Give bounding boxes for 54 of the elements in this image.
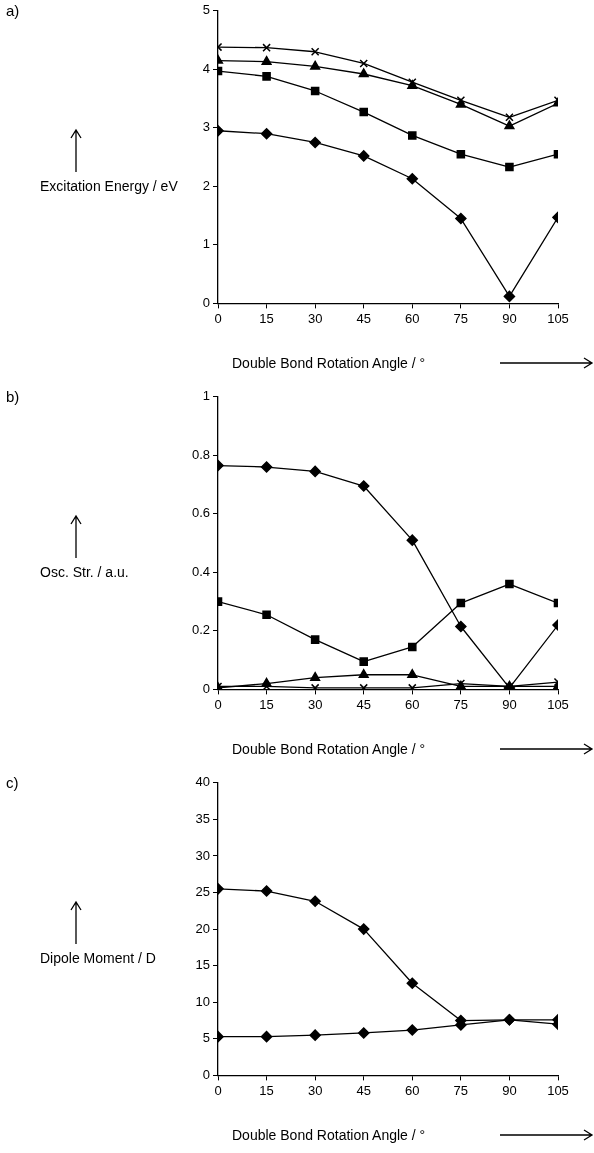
x-tick-label: 90 [502, 696, 517, 712]
y-tick-label: 0 [202, 680, 210, 696]
text: a) [6, 1, 20, 19]
text: c) [6, 773, 19, 791]
x-tick-label: 15 [259, 310, 274, 326]
y-axis-title: Excitation Energy / eV [40, 178, 178, 194]
y-tick-label: 1 [202, 388, 210, 404]
x-tick-label: 15 [259, 1082, 274, 1098]
y-tick-label: 0.6 [191, 505, 210, 521]
x-tick-label: 75 [453, 696, 469, 712]
x-axis-title: Double Bond Rotation Angle / ° [232, 741, 426, 757]
y-tick-label: 3 [202, 119, 210, 135]
text: b) [6, 387, 20, 405]
y-axis-title: Dipole Moment / D [40, 950, 156, 966]
x-tick-label: 105 [547, 1082, 569, 1098]
x-tick-label: 15 [259, 696, 274, 712]
y-tick-label: 0 [202, 294, 210, 310]
y-tick-label: 30 [195, 847, 210, 863]
y-tick-label: 5 [202, 2, 210, 18]
y-tick-label: 25 [195, 884, 210, 900]
y-tick-label: 40 [195, 774, 210, 790]
x-tick-label: 90 [502, 310, 517, 326]
y-tick-label: 0 [202, 1066, 210, 1082]
x-tick-label: 60 [405, 1082, 420, 1098]
x-axis-title: Double Bond Rotation Angle / ° [232, 1127, 426, 1143]
x-tick-label: 60 [405, 696, 420, 712]
x-tick-label: 0 [214, 696, 222, 712]
x-tick-label: 45 [356, 696, 371, 712]
x-tick-label: 45 [356, 1082, 371, 1098]
x-tick-label: 90 [502, 1082, 517, 1098]
y-tick-label: 5 [202, 1030, 210, 1046]
x-axis-title: Double Bond Rotation Angle / ° [232, 355, 426, 371]
y-tick-label: 0.4 [191, 563, 210, 579]
y-tick-label: 1 [202, 236, 210, 252]
x-tick-label: 105 [547, 310, 569, 326]
x-tick-label: 0 [214, 1082, 222, 1098]
x-tick-label: 0 [214, 310, 222, 326]
y-tick-label: 0.2 [191, 622, 210, 638]
x-tick-label: 105 [547, 696, 569, 712]
x-tick-label: 30 [307, 1082, 323, 1098]
x-tick-label: 75 [453, 310, 469, 326]
y-tick-label: 4 [202, 60, 210, 76]
y-tick-label: 10 [195, 993, 210, 1009]
x-tick-label: 75 [453, 1082, 469, 1098]
y-axis-title: Osc. Str. / a.u. [40, 564, 129, 580]
y-tick-label: 35 [195, 810, 210, 826]
x-tick-label: 45 [356, 310, 371, 326]
y-tick-label: 2 [202, 177, 210, 193]
y-tick-label: 20 [195, 920, 210, 936]
x-tick-label: 30 [307, 696, 323, 712]
x-tick-label: 60 [405, 310, 420, 326]
y-tick-label: 0.8 [191, 446, 210, 462]
y-tick-label: 15 [195, 957, 210, 973]
x-tick-label: 30 [307, 310, 323, 326]
